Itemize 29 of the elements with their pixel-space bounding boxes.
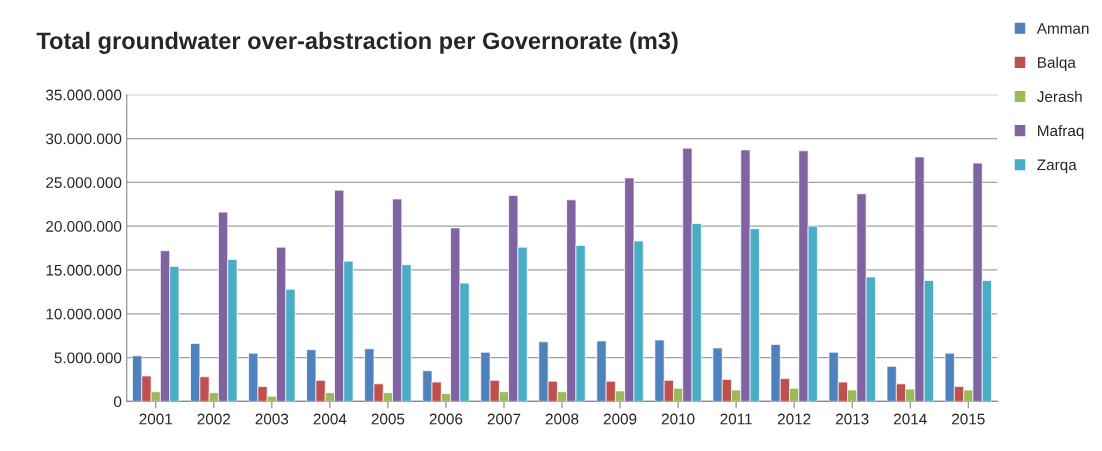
x-tick-label: 2005 [371,413,405,425]
legend-label: Balqa [1038,56,1076,71]
x-tick-label: 2011 [720,413,752,425]
y-tick-label: 20.000.000 [46,221,122,232]
legend-label: Amman [1036,23,1089,34]
chart-title: Total groundwater over-abstraction per Governorate (m3) [36,31,678,54]
x-tick-label: 2007 [487,413,521,425]
x-tick-label: 2015 [952,413,985,425]
x-tick-label: 2008 [545,413,579,425]
legend-label: Zarqa [1037,159,1077,174]
x-tick-label: 2009 [603,413,637,425]
x-tick-label: 2004 [313,413,347,425]
y-tick-label: 10.000.000 [46,308,122,320]
y-tick-label: 5.000.000 [54,352,122,364]
y-tick-label: 15.000.000 [46,264,122,276]
x-tick-label: 2010 [661,413,695,425]
legend-label: Jerash [1037,90,1082,103]
y-tick-label: 30.000.000 [46,133,122,145]
y-tick-label: 35.000.000 [46,89,122,101]
x-tick-label: 2012 [777,413,811,425]
x-tick-label: 2006 [429,413,463,425]
x-tick-label: 2001 [139,413,172,425]
y-tick-label: 25.000.000 [46,177,122,189]
x-tick-label: 2002 [197,413,231,425]
y-tick-label: 0 [113,396,122,408]
x-tick-label: 2013 [835,413,869,425]
x-tick-label: 2014 [894,413,927,425]
legend-label: Mafraq [1038,124,1084,140]
x-tick-label: 2003 [255,413,289,425]
